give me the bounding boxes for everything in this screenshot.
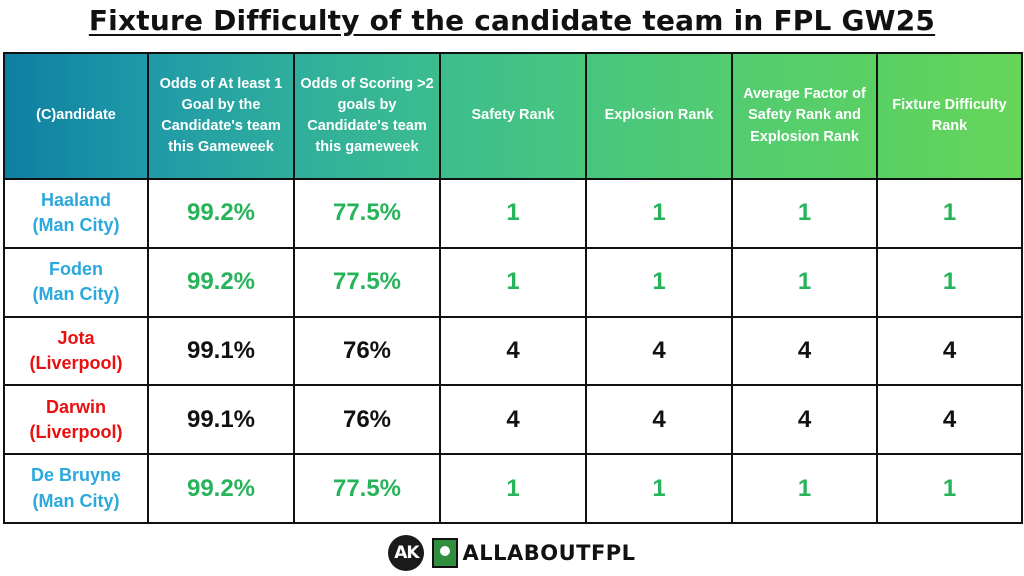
explosion-rank-cell: 4 — [585, 384, 733, 456]
candidate-name: Foden — [49, 259, 103, 279]
odds-one-goal-cell: 99.2% — [147, 246, 295, 318]
table-row: De Bruyne (Man City) 99.2% 77.5% 1 1 1 1 — [3, 453, 1023, 524]
safety-rank-cell: 1 — [439, 453, 587, 524]
odds-two-plus-goals-cell: 76% — [293, 315, 441, 387]
odds-two-plus-goals-cell: 77.5% — [293, 178, 441, 249]
column-header-explosion-rank: Explosion Rank — [585, 52, 733, 180]
candidate-name: Darwin — [45, 396, 106, 417]
footer-branding: AK ALLABOUTFPL — [0, 533, 1024, 573]
fixture-difficulty-rank-cell: 1 — [876, 178, 1023, 249]
fixture-difficulty-rank-cell: 4 — [876, 315, 1023, 387]
candidate-team: (Man City) — [32, 284, 120, 305]
table-row: Haaland (Man City) 99.2% 77.5% 1 1 1 1 — [3, 178, 1023, 249]
fixture-difficulty-rank-cell: 4 — [876, 384, 1023, 456]
candidate-cell: Haaland (Man City) — [3, 178, 149, 249]
candidate-name: De Bruyne — [30, 465, 122, 486]
header-row: (C)andidate Odds of At least 1 Goal by t… — [3, 52, 1023, 180]
fixture-difficulty-table: (C)andidate Odds of At least 1 Goal by t… — [3, 52, 1023, 524]
candidate-team: (Man City) — [32, 490, 120, 511]
page-title: Fixture Difficulty of the candidate team… — [88, 4, 936, 37]
fixture-difficulty-rank-cell: 1 — [876, 453, 1023, 524]
column-header-fixture-difficulty-rank: Fixture Difficulty Rank — [876, 52, 1023, 180]
candidate-cell: Foden (Man City) — [3, 246, 149, 318]
candidate-team: (Liverpool) — [29, 421, 123, 442]
allaboutfpl-logo: ALLABOUTFPL — [432, 538, 635, 568]
average-factor-cell: 4 — [731, 384, 878, 456]
safety-rank-cell: 1 — [439, 178, 587, 249]
explosion-rank-cell: 4 — [585, 315, 733, 387]
table-row: Darwin (Liverpool) 99.1% 76% 4 4 4 4 — [3, 384, 1023, 456]
ak-logo: AK — [388, 535, 425, 571]
odds-one-goal-cell: 99.2% — [147, 453, 295, 524]
column-header-average-factor: Average Factor of Safety Rank and Explos… — [731, 52, 878, 180]
candidate-team: (Liverpool) — [29, 352, 123, 373]
explosion-rank-cell: 1 — [585, 453, 733, 524]
safety-rank-cell: 4 — [439, 384, 587, 456]
column-header-odds-one-goal: Odds of At least 1 Goal by the Candidate… — [147, 52, 295, 180]
column-header-safety-rank: Safety Rank — [439, 52, 587, 180]
average-factor-cell: 1 — [731, 246, 878, 318]
table-row: Foden (Man City) 99.2% 77.5% 1 1 1 1 — [3, 246, 1023, 318]
odds-two-plus-goals-cell: 77.5% — [293, 453, 441, 524]
odds-two-plus-goals-cell: 76% — [293, 384, 441, 456]
average-factor-cell: 4 — [731, 315, 878, 387]
odds-one-goal-cell: 99.2% — [147, 178, 295, 249]
candidate-team: (Man City) — [32, 215, 120, 236]
explosion-rank-cell: 1 — [585, 178, 733, 249]
odds-one-goal-cell: 99.1% — [147, 384, 295, 456]
column-header-candidate: (C)andidate — [3, 52, 149, 180]
average-factor-cell: 1 — [731, 178, 878, 249]
candidate-name: Haaland — [40, 190, 112, 211]
explosion-rank-cell: 1 — [585, 246, 733, 318]
average-factor-cell: 1 — [731, 453, 878, 524]
safety-rank-cell: 4 — [439, 315, 587, 387]
table-row: Jota (Liverpool) 99.1% 76% 4 4 4 4 — [3, 315, 1023, 387]
column-header-odds-two-plus-goals: Odds of Scoring >2 goals by Candidate's … — [293, 52, 441, 180]
brand-name: ALLABOUTFPL — [462, 541, 636, 565]
candidate-cell: Jota (Liverpool) — [3, 315, 149, 387]
fixture-difficulty-rank-cell: 1 — [876, 246, 1023, 318]
candidate-cell: De Bruyne (Man City) — [3, 453, 149, 524]
odds-one-goal-cell: 99.1% — [147, 315, 295, 387]
candidate-cell: Darwin (Liverpool) — [3, 384, 149, 456]
odds-two-plus-goals-cell: 77.5% — [293, 246, 441, 318]
candidate-name: Jota — [57, 327, 95, 348]
safety-rank-cell: 1 — [439, 246, 587, 318]
pitch-icon — [432, 538, 459, 568]
